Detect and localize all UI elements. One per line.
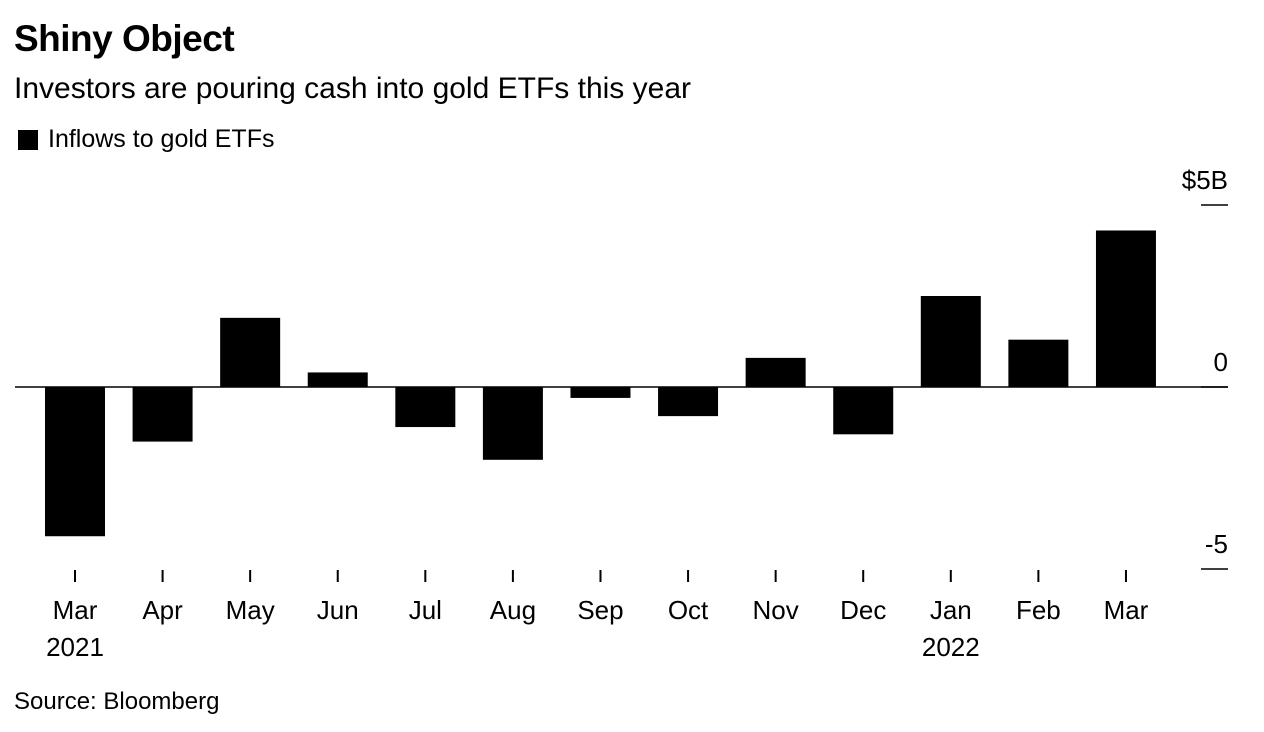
bar-2 — [220, 317, 281, 387]
x-tick-label: Sep — [577, 595, 623, 625]
bar-7 — [658, 387, 719, 417]
x-year-label: 2021 — [46, 632, 104, 662]
x-tick-label: Aug — [490, 595, 536, 625]
y-tick-label: 0 — [1214, 347, 1228, 377]
bar-5 — [482, 387, 543, 460]
x-year-label: 2022 — [922, 632, 980, 662]
bar-8 — [745, 357, 806, 387]
x-tick-label: May — [226, 595, 275, 625]
bar-10 — [920, 296, 981, 387]
x-tick-label: Jun — [317, 595, 359, 625]
x-tick-label: Jul — [409, 595, 442, 625]
source-note: Source: Bloomberg — [14, 688, 220, 715]
y-tick-label: -5 — [1205, 529, 1228, 559]
legend-swatch — [18, 129, 38, 150]
x-tick-label: Oct — [668, 595, 709, 625]
chart-subtitle: Investors are pouring cash into gold ETF… — [14, 72, 691, 105]
x-tick-label: Mar — [1104, 595, 1149, 625]
x-tick-label: Feb — [1016, 595, 1061, 625]
x-tick-label: Jan — [930, 595, 972, 625]
y-tick-label: $5B — [1182, 165, 1228, 195]
x-tick-label: Nov — [753, 595, 799, 625]
legend-label: Inflows to gold ETFs — [48, 125, 275, 153]
x-tick-label: Dec — [840, 595, 886, 625]
bar-12 — [1095, 230, 1156, 387]
bar-3 — [307, 372, 368, 387]
bar-1 — [132, 387, 193, 442]
bar-6 — [570, 387, 631, 398]
bar-11 — [1008, 339, 1069, 387]
legend: Inflows to gold ETFs — [18, 125, 274, 154]
x-tick-label: Apr — [142, 595, 183, 625]
bar-0 — [45, 387, 105, 537]
x-tick-label: Mar — [53, 595, 98, 625]
bar-4 — [395, 387, 456, 428]
bar-9 — [833, 387, 894, 435]
chart-title: Shiny Object — [14, 18, 235, 59]
